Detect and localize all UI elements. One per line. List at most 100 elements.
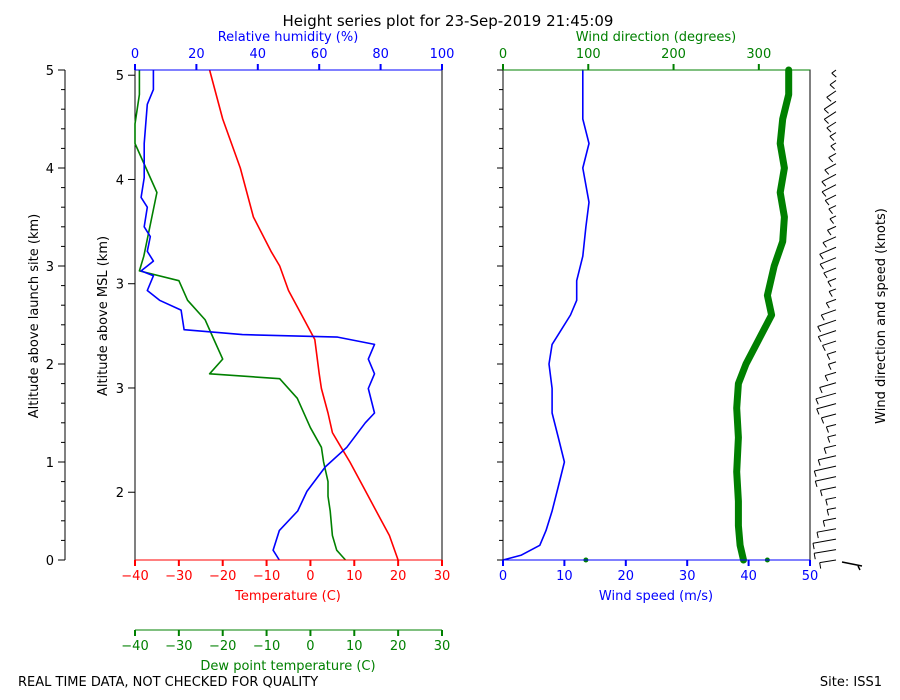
speed-axis-label: Wind speed (m/s) [599, 589, 713, 604]
dew-point-line [134, 70, 347, 561]
wind-barb-flag [812, 543, 815, 550]
wind-barb [825, 371, 837, 377]
wind-barb [822, 340, 837, 346]
dew-tick-label: 20 [390, 639, 407, 654]
wind-barb [823, 267, 837, 274]
chart-title: Height series plot for 23-Sep-2019 21:45… [283, 12, 614, 30]
wind-barb-flag [821, 181, 827, 187]
alt-msl-tick-label: 3 [116, 278, 124, 293]
temp-ticks: −40 −30 −20 −10 0 10 20 30 [121, 560, 450, 584]
barbs-axis-label: Wind direction and speed (knots) [874, 208, 889, 424]
footer-site: Site: ISS1 [820, 675, 882, 690]
wind-barb [814, 465, 837, 472]
wind-barb-flag [823, 118, 829, 124]
wind-barb-flag [823, 272, 828, 279]
wind-barb-flag [825, 302, 830, 309]
temp-axis-label: Temperature (C) [234, 589, 341, 604]
wind-barb [815, 476, 837, 482]
wind-plot-frame [502, 69, 811, 561]
wind-barb-flag [827, 364, 832, 370]
speed-ticks: 0 10 20 30 40 50 [499, 560, 818, 584]
wind-speed-line [502, 69, 590, 561]
wind-barb-flag [814, 480, 818, 487]
wind-barb [812, 538, 837, 544]
wind-barb [816, 403, 837, 410]
rh-tick-label: 60 [311, 47, 328, 62]
wind-barb-flag [816, 532, 819, 539]
temp-tick-label: 10 [346, 569, 363, 584]
wind-barb-flag [828, 208, 833, 214]
wind-direction-line [733, 66, 793, 564]
wind-barb [828, 152, 837, 158]
wind-barb [827, 434, 837, 438]
wind-barb-flag [828, 157, 834, 163]
wind-barb-flag [819, 387, 823, 394]
wind-barb [818, 330, 837, 338]
wind-barb [817, 319, 837, 327]
dew-tick-label: −10 [253, 639, 280, 654]
wind-barb [826, 423, 837, 428]
wind-barb [823, 517, 837, 522]
wind-barb [825, 194, 837, 201]
wind-barb-flag [822, 520, 826, 527]
wind-barb-flag [821, 191, 827, 197]
wind-barb [820, 486, 837, 491]
rh-tick-label: 80 [372, 47, 389, 62]
alt-msl-tick-label: 4 [116, 173, 124, 188]
wind-barb-flag [819, 490, 823, 497]
temp-tick-label: −30 [165, 569, 192, 584]
rh-ticks: 0 20 40 60 80 100 [131, 47, 454, 70]
wind-barb [819, 246, 837, 255]
wind-barbs [812, 69, 863, 571]
dew-tick-label: −30 [165, 639, 192, 654]
wind-barb-flag [829, 84, 835, 90]
wind-barb [823, 111, 837, 120]
wind-barb-flag [827, 436, 831, 443]
wind-barb [821, 173, 837, 183]
wind-barb-flag [822, 242, 827, 248]
wind-barb [821, 184, 837, 193]
alt-site-tick-label: 3 [46, 260, 54, 275]
wind-barb-flag [825, 499, 828, 506]
wind-barb-flag [830, 145, 836, 151]
wind-barb-flag [824, 375, 829, 382]
wind-barb-flag [826, 354, 831, 360]
alt-msl-ticks: 2 3 3 4 5 [116, 69, 135, 501]
wind-barb-flag [816, 408, 820, 415]
wind-barb [827, 507, 837, 511]
wind-barb-flag [819, 263, 824, 270]
wind-barb [815, 392, 837, 400]
alt-site-tick-label: 5 [46, 64, 54, 79]
wind-barb-flag [831, 72, 837, 78]
wind-barb [823, 100, 837, 110]
wind-barb [822, 236, 837, 243]
wind-barb [827, 225, 837, 231]
temp-tick-label: −40 [121, 569, 148, 584]
wind-barb-flag [824, 169, 830, 175]
wind-barb-flag [823, 108, 829, 114]
speed-tick-label: 40 [740, 569, 757, 584]
wind-barb-flag [826, 96, 832, 102]
wind-barb [824, 163, 837, 171]
wind-barb-flag [828, 291, 833, 297]
wind-barb-surface [841, 561, 863, 567]
temperature-line [208, 69, 399, 561]
alt-site-tick-label: 0 [46, 554, 54, 569]
wind-barb [818, 455, 837, 461]
wind-barb [819, 257, 837, 265]
wind-barb-flag [829, 218, 834, 224]
wind-left-ticks [497, 69, 503, 561]
wind-barb-flag [817, 326, 822, 333]
dew-ticks: −40 −30 −20 −10 0 10 20 30 [121, 630, 450, 654]
thermo-series [134, 69, 399, 561]
wind-barb-flag [824, 200, 830, 206]
rh-tick-label: 20 [188, 47, 205, 62]
wind-barb [819, 559, 837, 564]
wind-barb-flag [820, 417, 825, 424]
wind-barb-flag [822, 345, 826, 352]
wind-barb-flag [823, 447, 827, 454]
rh-axis-label: Relative humidity (%) [218, 30, 359, 45]
temp-tick-label: 30 [434, 569, 451, 584]
speed-tick-label: 10 [556, 569, 573, 584]
